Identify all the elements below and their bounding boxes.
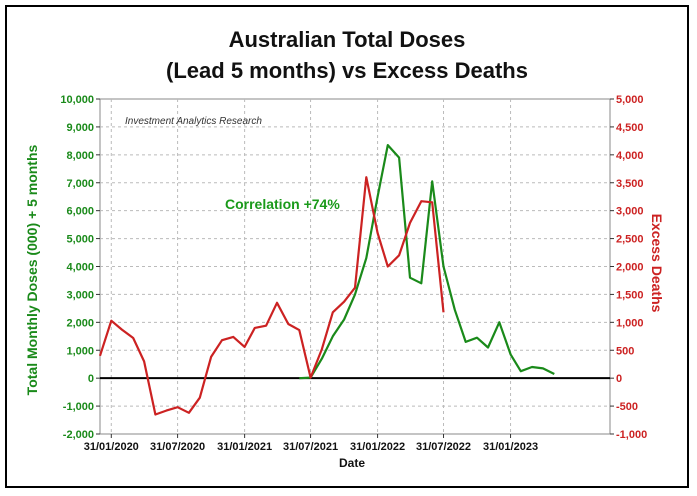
y-left-tick-label: 4,000 <box>66 262 94 274</box>
series-layer <box>98 144 555 416</box>
y-right-tick-label: 5,000 <box>616 94 644 106</box>
correlation-annotation: Correlation +74% <box>225 196 340 212</box>
x-tick-label: 31/01/2023 <box>483 441 538 453</box>
y-right-tick-label: 2,500 <box>616 234 644 246</box>
y-right-tick-label: 4,500 <box>616 122 644 134</box>
y-left-tick-label: 1,000 <box>66 345 94 357</box>
y-right-tick-label: 1,500 <box>616 289 644 301</box>
y-left-tick-label: 8,000 <box>66 150 94 162</box>
y-right-tick-label: 4,000 <box>616 150 644 162</box>
y-left-tick-label: 9,000 <box>66 122 94 134</box>
x-tick-label: 31/01/2020 <box>84 441 139 453</box>
y-left-tick-label: 2,000 <box>66 317 94 329</box>
x-tick-label: 31/07/2022 <box>416 441 471 453</box>
y-left-tick-label: 5,000 <box>66 234 94 246</box>
y-left-tick-label: 7,000 <box>66 178 94 190</box>
y-left-tick-label: 0 <box>88 373 94 385</box>
x-tick-label: 31/01/2021 <box>217 441 272 453</box>
doses-series-line <box>299 144 555 380</box>
chart-frame: -2,000 -1,000 -1,000 -500 0 0 1,000 500 2,000 1,0… <box>5 5 689 488</box>
chart-title-line-1: Australian Total Doses <box>229 27 466 52</box>
grid <box>99 98 611 435</box>
y-right-tick-label: 1,000 <box>616 317 644 329</box>
x-tick-label: 31/07/2020 <box>150 441 205 453</box>
x-tick-label: 31/07/2021 <box>283 441 338 453</box>
y-right-tick-label: 3,000 <box>616 206 644 218</box>
source-annotation: Investment Analytics Research <box>125 116 262 127</box>
y-axis-left-label: Total Monthly Doses (000) + 5 months <box>24 144 40 395</box>
y-right-tick-label: 500 <box>616 345 634 357</box>
y-right-tick-label: -500 <box>616 401 638 413</box>
dual-axis-line-chart: -2,000 -1,000 -1,000 -500 0 0 1,000 500 2,000 1,0… <box>24 27 665 470</box>
chart-title-line-2: (Lead 5 months) vs Excess Deaths <box>166 58 528 83</box>
y-left-tick-label: -2,000 <box>63 429 94 441</box>
x-axis-label: Date <box>339 456 365 470</box>
y-left-tick-label: 10,000 <box>60 94 94 106</box>
y-left-tick-label: 6,000 <box>66 206 94 218</box>
x-tick-label: 31/01/2022 <box>350 441 405 453</box>
y-axis-right-label: Excess Deaths <box>649 214 665 313</box>
y-right-tick-label: 2,000 <box>616 262 644 274</box>
y-left-tick-label: 3,000 <box>66 289 94 301</box>
y-right-tick-label: -1,000 <box>616 429 647 441</box>
y-right-tick-label: 0 <box>616 373 622 385</box>
y-left-tick-label: -1,000 <box>63 401 94 413</box>
y-right-tick-label: 3,500 <box>616 178 644 190</box>
excess-deaths-series-line <box>98 176 445 416</box>
ticks: -2,000 -1,000 -1,000 -500 0 0 1,000 500 2,000 1,0… <box>60 94 647 453</box>
